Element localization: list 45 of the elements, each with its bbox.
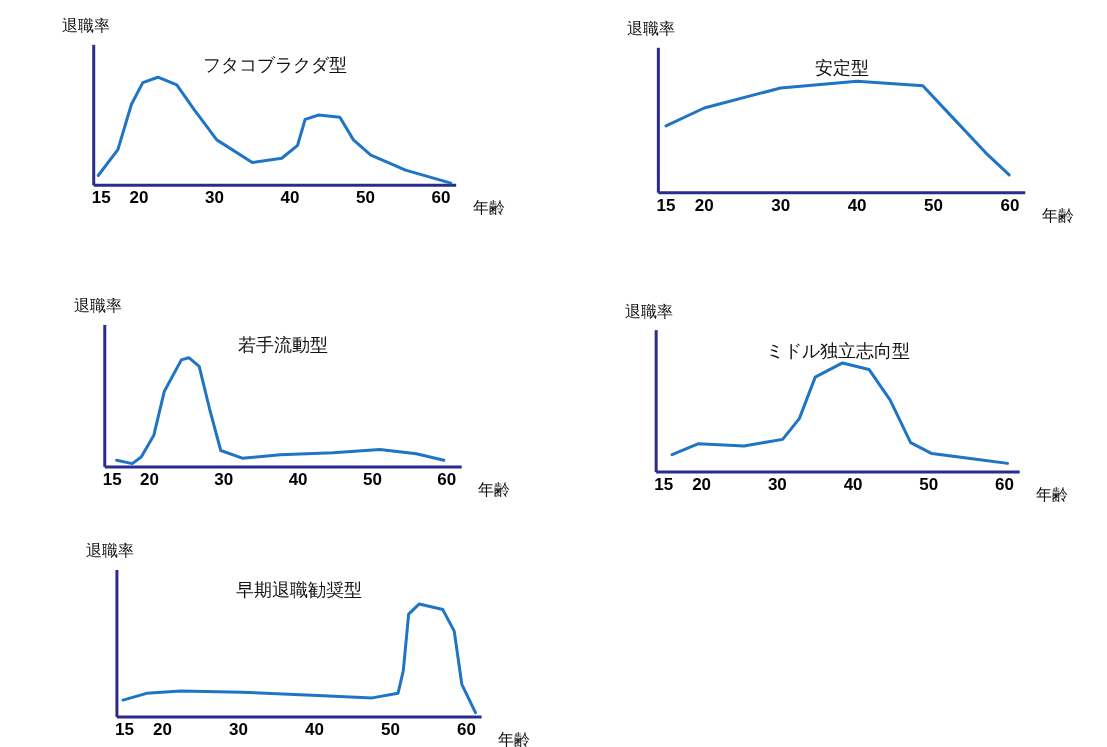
y-axis-title: 退職率 [86, 541, 134, 560]
x-tick-label: 30 [205, 188, 224, 208]
x-tick-label: 40 [304, 720, 324, 740]
x-tick-label: 50 [919, 475, 939, 495]
x-tick-label: 15 [91, 188, 111, 208]
x-tick-label: 15 [102, 469, 122, 489]
x-tick-label: 40 [288, 469, 308, 489]
x-tick-label: 30 [214, 469, 234, 489]
x-tick-label: 40 [843, 475, 863, 495]
x-axis-title: 年齢 [1036, 485, 1068, 504]
x-tick-label: 50 [380, 720, 400, 740]
x-tick-label: 20 [129, 188, 149, 208]
x-tick-label: 60 [431, 188, 451, 208]
chart-title: 若手流動型 [238, 334, 328, 355]
x-tick-label: 15 [654, 475, 674, 495]
x-axis-title: 年齢 [473, 198, 505, 217]
chart-title: 安定型 [815, 57, 869, 78]
chart-title: フタコブラクダ型 [203, 54, 347, 75]
y-axis-title: 退職率 [625, 302, 673, 321]
x-tick-label: 60 [456, 720, 476, 740]
y-axis-title: 退職率 [62, 16, 110, 35]
x-tick-label: 30 [771, 195, 791, 215]
x-tick-label: 60 [437, 469, 457, 489]
x-tick-label: 20 [153, 720, 172, 740]
x-tick-label: 20 [694, 195, 714, 215]
x-tick-label: 50 [356, 188, 376, 208]
x-tick-label: 30 [229, 720, 248, 740]
chart-title: 早期退職勧奨型 [236, 579, 362, 600]
x-tick-label: 15 [656, 195, 676, 215]
x-tick-label: 20 [692, 475, 712, 495]
x-tick-label: 15 [115, 720, 134, 740]
x-axis-title: 年齢 [478, 480, 510, 499]
x-tick-label: 40 [847, 195, 867, 215]
x-tick-label: 60 [995, 475, 1015, 495]
x-tick-label: 50 [362, 469, 382, 489]
chart-title: ミドル独立志向型 [766, 340, 910, 361]
y-axis-title: 退職率 [74, 296, 122, 315]
x-tick-label: 30 [767, 475, 787, 495]
x-tick-label: 40 [280, 188, 300, 208]
x-axis-title: 年齢 [1042, 206, 1074, 225]
y-axis-title: 退職率 [627, 19, 675, 38]
x-tick-label: 60 [1000, 195, 1020, 215]
x-tick-label: 50 [924, 195, 943, 215]
x-tick-label: 20 [139, 469, 159, 489]
x-axis-title: 年齢 [498, 730, 530, 747]
